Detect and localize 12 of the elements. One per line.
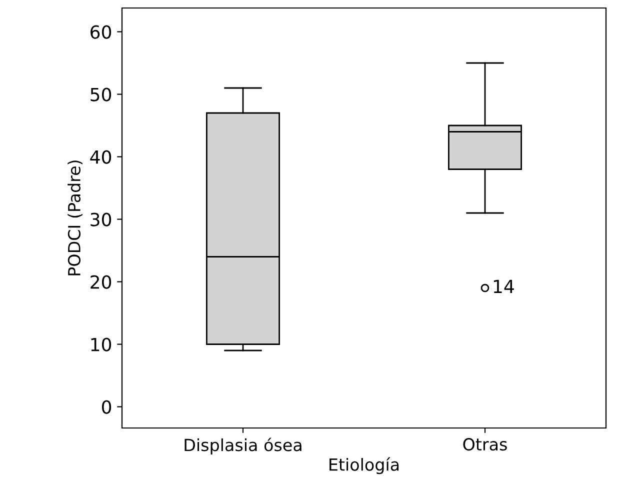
annotation: 14 xyxy=(494,280,514,293)
x-tick-label: Otras xyxy=(463,438,507,451)
y-tick-label: 10 xyxy=(91,338,112,352)
y-tick-label: 30 xyxy=(90,212,112,226)
x-axis-title: Etiología xyxy=(330,457,399,474)
y-axis-title: PODCI (Padre) xyxy=(68,160,82,276)
x-tick-label: Displasia ósea xyxy=(184,438,302,455)
y-tick-label: 40 xyxy=(90,150,112,164)
y-tick-label: 0 xyxy=(102,400,112,414)
y-tick-label: 60 xyxy=(90,25,112,39)
y-tick-label: 50 xyxy=(90,88,112,102)
y-tick-label: 20 xyxy=(90,275,112,289)
